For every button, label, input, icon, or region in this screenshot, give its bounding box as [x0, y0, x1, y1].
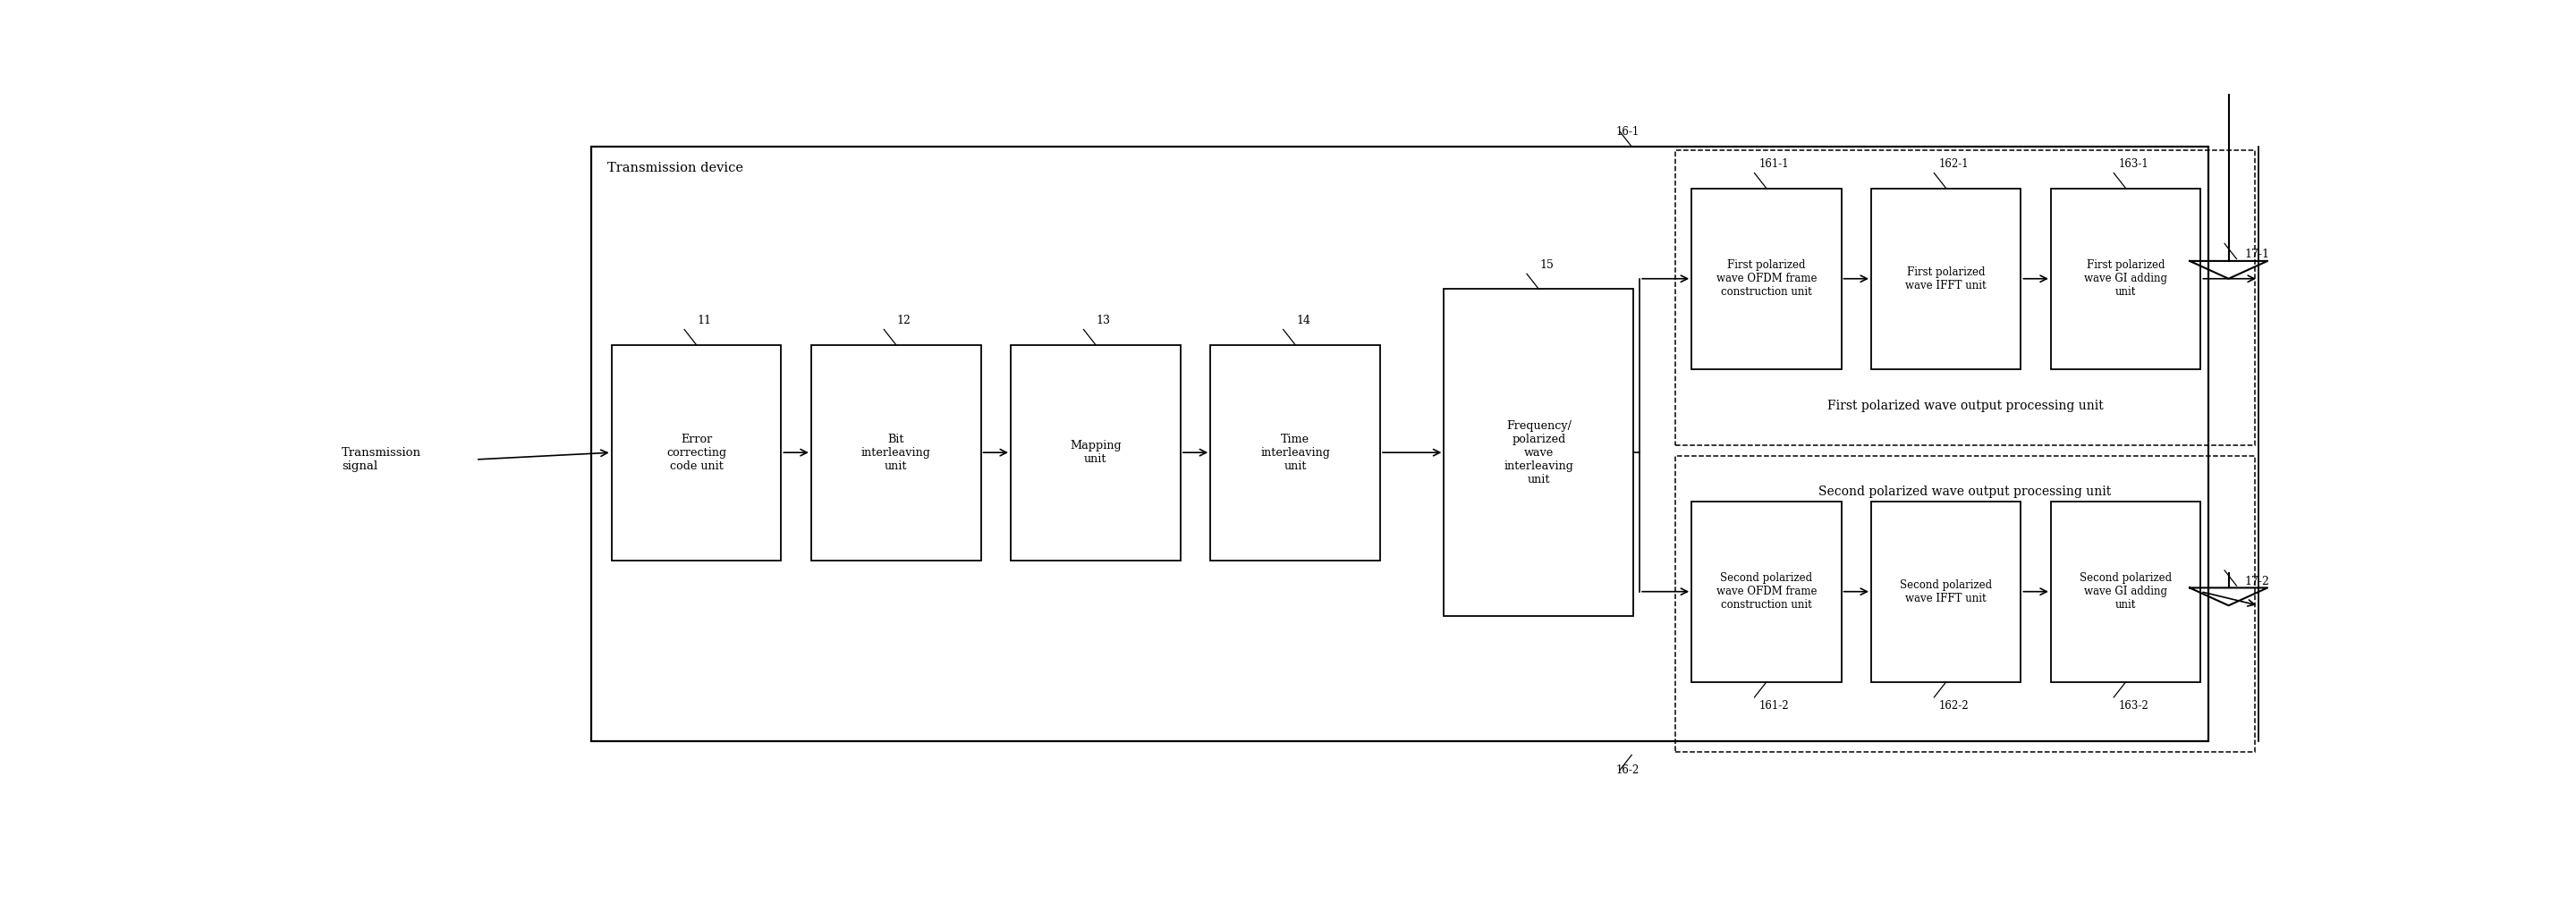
Bar [1692, 501, 1842, 682]
Text: First polarized
wave GI adding
unit: First polarized wave GI adding unit [2084, 259, 2166, 298]
Text: Second polarized
wave IFFT unit: Second polarized wave IFFT unit [1901, 579, 1991, 604]
Text: 161-2: 161-2 [1759, 700, 1790, 712]
Bar [1674, 456, 2254, 751]
Text: 12: 12 [896, 315, 912, 327]
Bar [2050, 501, 2200, 682]
Text: Second polarized wave output processing unit: Second polarized wave output processing … [1819, 485, 2112, 498]
Text: 14: 14 [1296, 315, 1311, 327]
Text: Transmission
signal: Transmission signal [343, 447, 422, 472]
Bar [1211, 345, 1381, 560]
Text: Second polarized
wave OFDM frame
construction unit: Second polarized wave OFDM frame constru… [1716, 573, 1816, 610]
Text: Second polarized
wave GI adding
unit: Second polarized wave GI adding unit [2079, 573, 2172, 610]
Bar [2050, 189, 2200, 369]
Bar [1870, 501, 2022, 682]
Text: 16-1: 16-1 [1615, 126, 1638, 137]
Text: 163-1: 163-1 [2117, 159, 2148, 171]
Bar [811, 345, 981, 560]
Text: Bit
interleaving
unit: Bit interleaving unit [860, 433, 930, 471]
Text: 162-2: 162-2 [1940, 700, 1968, 712]
Text: First polarized
wave IFFT unit: First polarized wave IFFT unit [1906, 266, 1986, 292]
Text: 16-2: 16-2 [1615, 764, 1638, 776]
Bar [1692, 189, 1842, 369]
Text: 162-1: 162-1 [1940, 159, 1968, 171]
Text: 11: 11 [698, 315, 711, 327]
Text: Frequency/
polarized
wave
interleaving
unit: Frequency/ polarized wave interleaving u… [1504, 420, 1574, 485]
Text: 17-1: 17-1 [2244, 249, 2269, 261]
Bar [1010, 345, 1180, 560]
Text: First polarized
wave OFDM frame
construction unit: First polarized wave OFDM frame construc… [1716, 259, 1816, 298]
Text: 15: 15 [1540, 259, 1553, 271]
Text: First polarized wave output processing unit: First polarized wave output processing u… [1826, 400, 2102, 412]
Text: Mapping
unit: Mapping unit [1069, 440, 1121, 465]
Text: Error
correcting
code unit: Error correcting code unit [667, 433, 726, 471]
Text: Transmission device: Transmission device [608, 162, 744, 174]
Text: 13: 13 [1097, 315, 1110, 327]
Bar [592, 146, 2208, 741]
Bar [1674, 150, 2254, 445]
Bar [611, 345, 781, 560]
Text: 163-2: 163-2 [2117, 700, 2148, 712]
Text: 17-2: 17-2 [2244, 576, 2269, 587]
Text: 161-1: 161-1 [1759, 159, 1790, 171]
Bar [1870, 189, 2022, 369]
Bar [1445, 289, 1633, 616]
Text: Time
interleaving
unit: Time interleaving unit [1260, 433, 1329, 471]
